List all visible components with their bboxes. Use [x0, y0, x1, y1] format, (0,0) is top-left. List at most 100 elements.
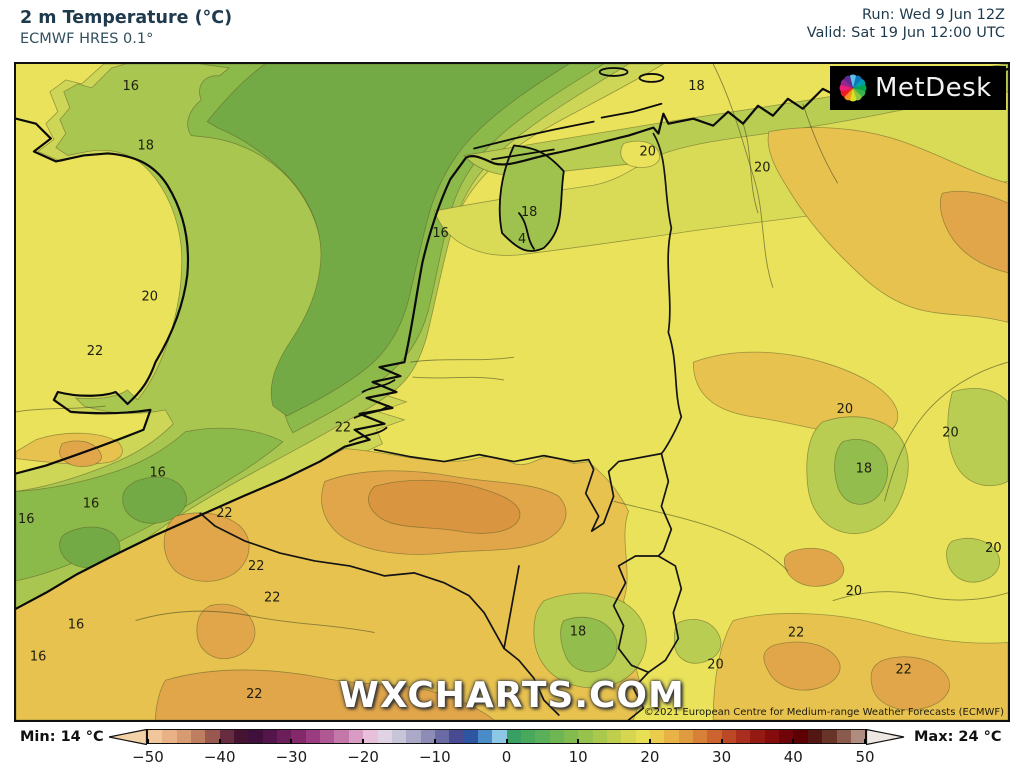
colorbar-tick-label: 10 [568, 748, 588, 766]
colorbar-tick-label: −40 [203, 748, 236, 766]
colorbar-gradient [147, 729, 866, 744]
colorbar-segment [736, 730, 751, 743]
colorbar-tick-label: −50 [132, 748, 164, 766]
contour-label: 22 [335, 421, 351, 436]
colorbar-segment [578, 730, 593, 743]
ijsselmeer-lake [491, 144, 565, 252]
colorbar-segment [420, 730, 435, 743]
contour-label: 16 [123, 79, 139, 94]
colorbar-tick-label: 0 [501, 748, 512, 766]
colorbar-segment [291, 730, 306, 743]
contour-label: 20 [754, 160, 770, 175]
contour-label: 22 [87, 344, 103, 359]
colorbar-segment [377, 730, 392, 743]
colorbar-segment [148, 730, 163, 743]
colorbar-segment [477, 730, 493, 743]
colorbar-segment [850, 730, 866, 743]
colorbar-segment [176, 730, 192, 743]
colorbar-segment [305, 730, 321, 743]
contour-label: 22 [264, 591, 280, 606]
sea-temperature-bands [16, 64, 665, 716]
contour-label: 22 [248, 559, 264, 574]
page-title: 2 m Temperature (°C) [20, 8, 233, 28]
colorbar-tick-label: −10 [418, 748, 451, 766]
contour-label: 4 [518, 232, 526, 247]
colorbar-segment [664, 730, 679, 743]
contour-label: 20 [942, 426, 958, 441]
colorbar-segment [764, 730, 780, 743]
contour-label: 16 [30, 649, 46, 664]
contour-label: 18 [521, 205, 537, 220]
colorbar-tick-label: 20 [640, 748, 660, 766]
colorbar-segment [492, 730, 507, 743]
temperature-map: 16 18 20 22 16 18 4 18 20 20 16 16 16 22 22 22 22 16 16 22 2… [14, 62, 1010, 722]
contour-label: 16 [68, 618, 84, 633]
contour-label: 20 [707, 657, 723, 672]
colorbar-segment [506, 730, 521, 743]
contour-label: 22 [216, 506, 232, 521]
colorbar-segment [463, 730, 478, 743]
colorbar-segment [205, 730, 220, 743]
colorbar-segment [707, 730, 722, 743]
contour-label: 22 [246, 687, 262, 702]
colorbar-segment [750, 730, 765, 743]
colorbar-right-arrow [866, 729, 905, 745]
colorbar-segment [592, 730, 607, 743]
colorbar-tick-label: 50 [855, 748, 875, 766]
run-time-label: Run: Wed 9 Jun 12Z [861, 7, 1005, 23]
colorbar-segment [162, 730, 177, 743]
colorbar-segment [520, 730, 536, 743]
colorbar-tick-label: 30 [712, 748, 732, 766]
contour-label: 18 [138, 138, 154, 153]
colorbar-segment [779, 730, 794, 743]
country-borders [199, 132, 683, 720]
valid-time-label: Valid: Sat 19 Jun 12:00 UTC [806, 25, 1005, 41]
contour-label: 22 [895, 662, 911, 677]
colorbar-segment [793, 730, 808, 743]
metdesk-logo: MetDesk [830, 66, 1006, 110]
colorbar-segment [822, 730, 837, 743]
colorbar-tick-label: −30 [275, 748, 308, 766]
colorbar-segment [391, 730, 407, 743]
colorbar-segment [248, 730, 263, 743]
contour-label: 20 [837, 402, 853, 417]
colorbar-segment [449, 730, 464, 743]
colorbar-left-arrow [108, 729, 147, 745]
contour-label: 18 [856, 462, 872, 477]
colorbar-segment [635, 730, 651, 743]
wxcharts-watermark: WXCHARTS.COM [339, 675, 685, 716]
model-subtitle: ECMWF HRES 0.1° [20, 31, 154, 47]
temperature-colorbar: Min: 14 °C Max: 24 °C −50 −40 −30 −20 −10 0 10… [0, 726, 1024, 784]
map-canvas: 16 18 20 22 16 18 4 18 20 20 16 16 16 22 22 22 22 16 16 22 2… [16, 64, 1008, 720]
colorbar-segment [320, 730, 335, 743]
colorbar-segment [807, 730, 823, 743]
colorbar-segment [607, 730, 622, 743]
colorbar-segment [563, 730, 579, 743]
contour-label: 22 [788, 626, 804, 641]
colorbar-segment [191, 730, 206, 743]
colorbar-segment [836, 730, 851, 743]
contour-label: 16 [149, 465, 165, 480]
land-temperature-regions [16, 64, 1008, 720]
colorbar-segment [650, 730, 665, 743]
contour-label: 20 [639, 144, 655, 159]
contour-lines [16, 64, 1008, 633]
colorbar-segment [363, 730, 378, 743]
metdesk-logo-text: MetDesk [875, 73, 992, 103]
colorbar-segment [549, 730, 564, 743]
colorbar-segment [535, 730, 550, 743]
max-temperature-label: Max: 24 °C [914, 729, 1002, 745]
contour-label: 16 [83, 496, 99, 511]
contour-label: 20 [985, 541, 1001, 556]
colorbar-tick-label: 40 [783, 748, 803, 766]
contour-labels: 16 18 20 22 16 18 4 18 20 20 16 16 16 22 22 22 22 16 16 22 2… [18, 79, 1002, 702]
colorbar-segment [678, 730, 694, 743]
colorbar-segment [406, 730, 421, 743]
colorbar-segment [262, 730, 278, 743]
contour-label: 20 [141, 290, 157, 305]
min-temperature-label: Min: 14 °C [20, 729, 104, 745]
coastlines [16, 67, 1008, 610]
colorbar-segment [219, 730, 235, 743]
contour-label: 18 [688, 79, 704, 94]
